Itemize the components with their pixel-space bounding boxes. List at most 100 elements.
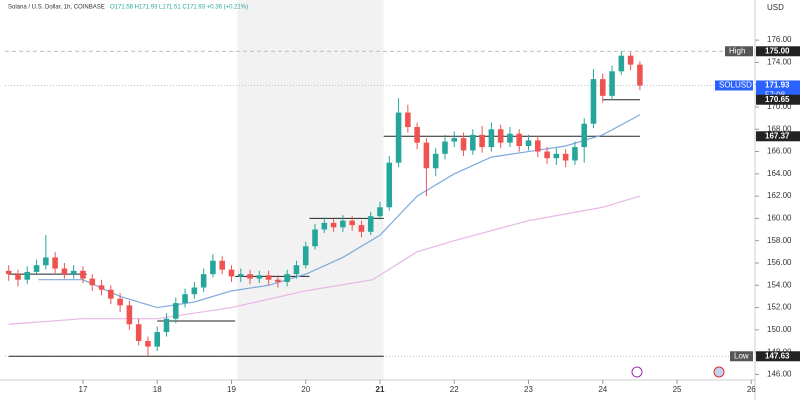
price-label-box <box>756 131 800 142</box>
candle-body <box>228 269 235 277</box>
price-label-box <box>756 46 800 57</box>
x-tick-label: 26 <box>747 385 756 394</box>
x-tick-label: 23 <box>524 385 533 394</box>
candle-body <box>126 305 133 325</box>
candle-body <box>52 257 58 269</box>
x-tick-label: 20 <box>301 385 310 394</box>
candle-body <box>386 162 393 208</box>
y-tick-label: 160.00 <box>767 214 792 223</box>
candle-body <box>395 112 402 163</box>
price-label-value: 170.65 <box>765 95 790 104</box>
candle-body <box>414 127 420 143</box>
event-icon[interactable] <box>631 366 643 378</box>
candle-body <box>33 265 40 272</box>
candle-body <box>627 55 634 65</box>
candle-body <box>256 275 263 279</box>
ohlc-text: O171.58 H171.93 L171.51 C171.93 +0.36 (+… <box>110 5 248 11</box>
candle-body <box>377 207 383 217</box>
candle-body <box>349 220 355 226</box>
candle-body <box>581 123 587 148</box>
y-tick-label: 154.00 <box>767 280 792 289</box>
y-tick-label: 170.00 <box>767 102 792 111</box>
price-label-box <box>756 94 800 105</box>
x-tick-label: 19 <box>227 385 236 394</box>
candle-body <box>488 129 495 148</box>
candle-body <box>525 140 532 146</box>
candle-body <box>516 133 523 146</box>
candle-body <box>70 270 77 275</box>
price-label-value: 175.00 <box>765 46 790 55</box>
candle-body <box>312 229 318 247</box>
price-label-value: 147.63 <box>765 351 790 360</box>
candle-body <box>423 142 430 169</box>
candle-body <box>599 79 606 96</box>
candle-body <box>544 151 550 159</box>
candle-body <box>145 340 151 347</box>
price-label-title: High <box>729 46 745 55</box>
price-label-title: Low <box>734 351 749 360</box>
candle-body <box>451 138 458 142</box>
price-label-value: 171.93 <box>765 81 790 90</box>
candle-body <box>302 246 309 266</box>
candle-body <box>479 134 485 148</box>
price-label-title: SOLUSD <box>719 81 752 90</box>
candle-body <box>117 298 123 306</box>
candle-body <box>284 274 290 282</box>
y-tick-label: 168.00 <box>767 124 792 133</box>
candle-body <box>98 285 105 290</box>
candle-body <box>367 216 374 232</box>
candle-body <box>321 222 328 230</box>
candle-body <box>293 265 300 275</box>
x-tick-label: 22 <box>450 385 459 394</box>
candle-body <box>497 129 504 143</box>
candle-body <box>618 55 625 72</box>
candle-body <box>5 270 12 275</box>
candle-body <box>108 289 114 299</box>
y-tick-label: 162.00 <box>767 191 792 200</box>
flag-icon[interactable] <box>713 366 725 378</box>
x-tick-label: 25 <box>673 385 682 394</box>
price-label-title-box <box>725 46 753 57</box>
candle-body <box>470 134 476 151</box>
price-label-value: 167.37 <box>765 131 790 140</box>
y-tick-label: 150.00 <box>767 325 792 334</box>
candle-body <box>535 140 541 152</box>
candle-body <box>609 71 615 96</box>
candle-body <box>24 271 31 280</box>
candle-body <box>572 147 578 161</box>
candle-body <box>460 138 467 151</box>
candle-body <box>219 260 225 270</box>
candle-body <box>405 112 411 128</box>
candle-body <box>15 274 21 280</box>
candle-body <box>442 141 448 154</box>
candle-body <box>135 324 142 341</box>
candle-body <box>358 225 365 232</box>
candle-body <box>89 278 96 286</box>
candle-body <box>590 79 597 124</box>
candle-body <box>191 287 198 295</box>
candle-body <box>265 275 272 280</box>
moving-average <box>38 114 641 309</box>
candle-body <box>43 257 49 266</box>
y-tick-label: 164.00 <box>767 169 792 178</box>
x-tick-label: 21 <box>376 385 385 394</box>
highlight-range <box>237 0 384 380</box>
y-tick-label: 152.00 <box>767 303 792 312</box>
candle-body <box>553 153 560 159</box>
candle-body <box>182 294 188 304</box>
candle-body <box>507 133 513 143</box>
price-label-title-box <box>715 80 753 91</box>
candle-body <box>247 274 253 279</box>
y-tick-label: 174.00 <box>767 58 792 67</box>
candle-body <box>237 274 244 277</box>
y-tick-label: 146.00 <box>767 370 792 379</box>
candle-body <box>275 279 281 282</box>
y-tick-label: 158.00 <box>767 236 792 245</box>
candle-body <box>173 303 179 319</box>
candle-body <box>200 274 207 288</box>
candle-body <box>637 64 643 86</box>
y-tick-label: 156.00 <box>767 258 792 267</box>
